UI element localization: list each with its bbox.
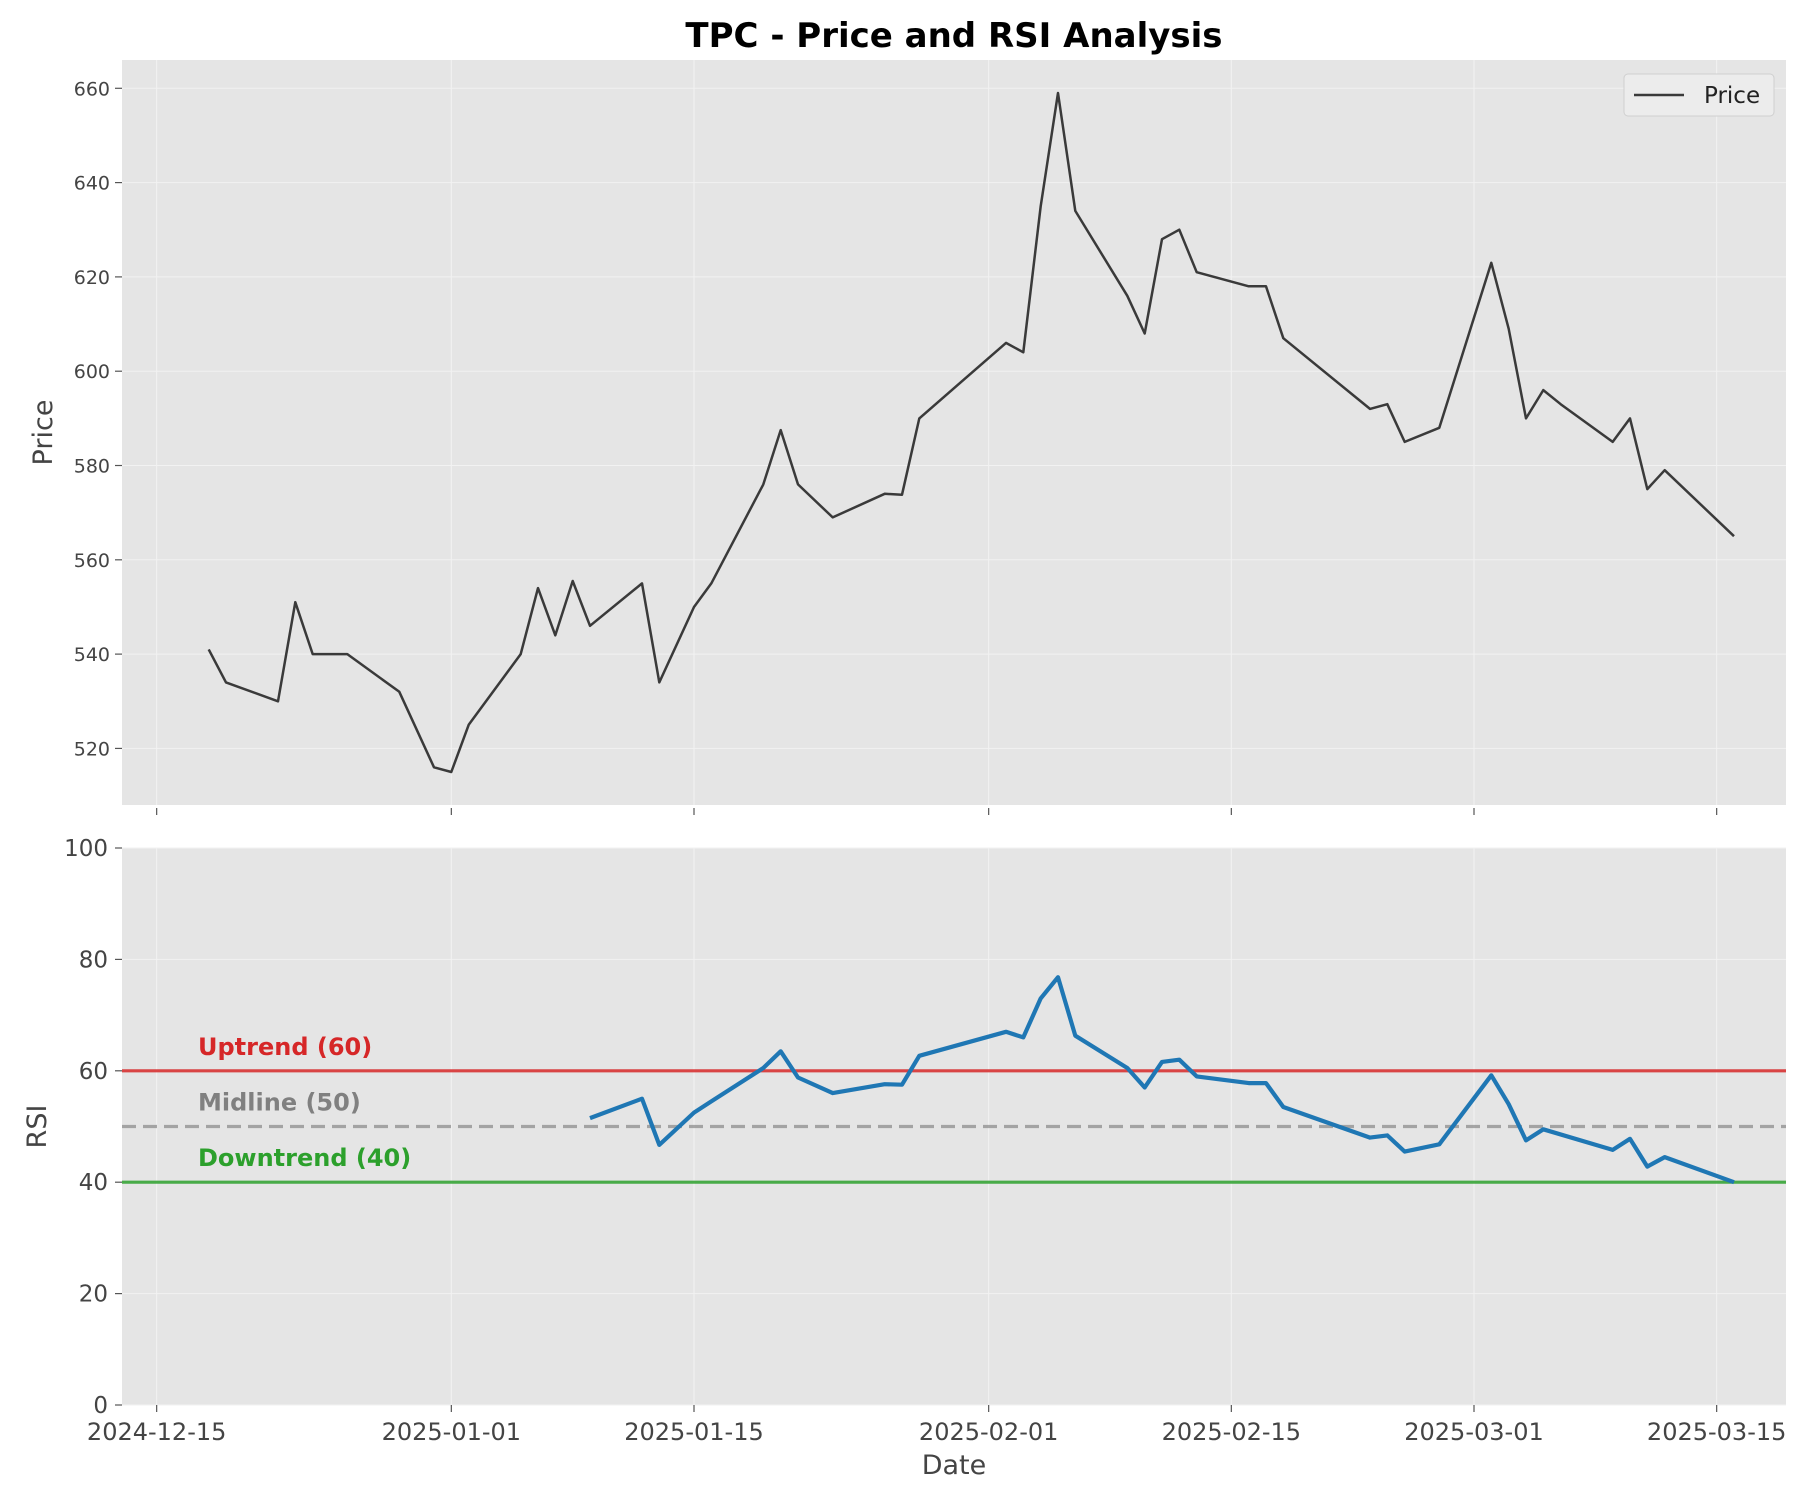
price-series-line: [207, 91, 1735, 774]
price-axis-label: Price: [28, 400, 59, 466]
price-ytick-label: 600: [74, 361, 110, 383]
price-plot-area: [122, 60, 1786, 805]
x-tick-label: 2025-01-15: [624, 1418, 763, 1446]
rsi-ytick-label: 60: [79, 1059, 108, 1085]
x-tick-label: 2025-02-15: [1162, 1418, 1301, 1446]
chart-title: TPC - Price and RSI Analysis: [685, 16, 1222, 56]
price-ytick-label: 560: [74, 550, 110, 572]
x-tick-label: 2025-01-01: [382, 1418, 521, 1446]
rsi-series-line: [589, 975, 1735, 1185]
price-ytick-label: 580: [74, 456, 110, 478]
rsi-ytick-label: 40: [79, 1170, 108, 1196]
rsi-axis-label: RSI: [22, 1105, 53, 1149]
legend-box: [1623, 73, 1775, 117]
price-ytick-label: 620: [74, 267, 110, 289]
x-tick-label: 2025-03-15: [1647, 1418, 1786, 1446]
price-ytick-label: 640: [74, 173, 110, 195]
rsi-ytick-label: 20: [79, 1282, 108, 1308]
reference-label-40: Downtrend (40): [198, 1144, 411, 1172]
price-ytick-label: 660: [74, 78, 110, 100]
reference-label-60: Uptrend (60): [198, 1033, 372, 1061]
x-tick-label: 2025-03-01: [1404, 1418, 1543, 1446]
x-tick-label: 2024-12-15: [87, 1418, 226, 1446]
legend-label-price: Price: [1704, 83, 1760, 109]
rsi-ytick-label: 80: [79, 947, 108, 973]
rsi-ytick-label: 0: [93, 1393, 108, 1419]
price-ytick-label: 520: [74, 738, 110, 760]
x-axis-label: Date: [922, 1450, 987, 1481]
reference-label-50: Midline (50): [198, 1089, 361, 1117]
x-tick-label: 2025-02-01: [919, 1418, 1058, 1446]
price-ytick-label: 540: [74, 644, 110, 666]
rsi-ytick-label: 100: [64, 836, 108, 862]
